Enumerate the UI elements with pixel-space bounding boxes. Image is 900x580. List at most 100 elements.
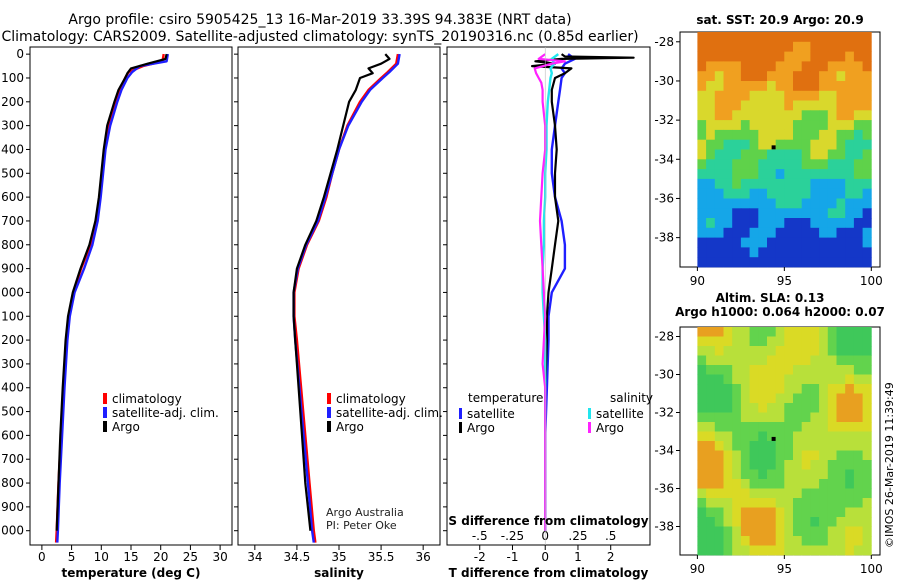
map-cell (758, 545, 768, 556)
map-cell (801, 526, 811, 537)
map-cell (740, 237, 750, 248)
map-cell (740, 403, 750, 413)
legend-label: satellite (467, 407, 515, 421)
map-cell (758, 517, 768, 527)
map-cell (767, 90, 777, 101)
map-cell (697, 139, 707, 150)
map-cell (775, 247, 785, 258)
map-cell (775, 365, 785, 375)
map-cell (793, 412, 803, 423)
map-cell (784, 365, 794, 375)
map-cell (801, 412, 811, 423)
map-cell (697, 178, 707, 190)
map-cell (732, 90, 742, 101)
map-cell (819, 208, 829, 219)
map-cell (714, 460, 724, 470)
map-cell (836, 431, 846, 442)
map-cell (853, 90, 863, 101)
map-cell (801, 336, 811, 347)
map-cell (697, 374, 707, 385)
map-cell (706, 507, 716, 518)
map-cell (801, 355, 811, 366)
map-cell (758, 469, 768, 480)
map-cell (732, 327, 742, 337)
map-cell (845, 536, 855, 546)
map-cell (784, 479, 794, 489)
map-cell (845, 198, 855, 209)
plot-frame-difference-profile (446, 46, 651, 546)
map-cell (845, 169, 855, 180)
map-cell (740, 110, 750, 121)
map-cell (836, 412, 846, 423)
map-cell (810, 327, 820, 337)
map-cell (827, 517, 837, 527)
map-cell (697, 403, 707, 413)
map-cell (775, 32, 785, 43)
map-cell (793, 198, 803, 209)
map-cell (714, 469, 724, 480)
legend-label: climatology (336, 392, 406, 406)
map-cell (758, 110, 768, 121)
map-cell (697, 441, 707, 451)
map-cell (827, 237, 837, 248)
map-cell (758, 346, 768, 356)
map-cell (749, 71, 759, 82)
map-cell (775, 178, 785, 190)
map-cell (697, 469, 707, 480)
map-cell (732, 149, 742, 160)
series-line-argo (55, 53, 168, 531)
map-cell (845, 188, 855, 199)
map-cell (810, 90, 820, 101)
map-cell (819, 81, 829, 92)
map-cell (775, 526, 785, 537)
map-cell (793, 32, 803, 43)
map-cell (862, 450, 872, 461)
map-cell (697, 507, 707, 518)
map-cell (801, 365, 811, 375)
map-cell (819, 460, 829, 470)
map-cell (723, 422, 733, 432)
y-tick-label: 1200 (0, 333, 24, 347)
map-cell (845, 393, 855, 404)
map-cell (697, 355, 707, 366)
map-cell (714, 159, 724, 170)
map-cell (749, 536, 759, 546)
map-cell (758, 198, 768, 209)
map-cell (740, 431, 750, 442)
map-cell (723, 41, 733, 52)
map-cell (836, 237, 846, 248)
map-cell (836, 178, 846, 190)
y-tick-label: 200 (1, 95, 24, 109)
map-cell (714, 536, 724, 546)
y-tick-label: 1500 (0, 405, 24, 419)
map-cell (784, 488, 794, 499)
map-cell (801, 479, 811, 489)
map-cell (706, 32, 716, 43)
map-cell (758, 149, 768, 160)
map-cell (775, 488, 785, 499)
x-tick-label-top: .5 (605, 529, 616, 543)
sla-map-title-line2: Argo h1000: 0.064 h2000: 0.07 (675, 305, 885, 319)
map-cell (758, 71, 768, 82)
map-cell (714, 336, 724, 347)
map-cell (836, 526, 846, 537)
map-cell (827, 90, 837, 101)
x-tick-label-top: -.25 (501, 529, 524, 543)
map-cell (758, 159, 768, 170)
map-cell (862, 41, 872, 52)
map-cell (749, 393, 759, 404)
map-cell (862, 218, 872, 229)
map-cell (767, 188, 777, 199)
map-cell (758, 355, 768, 366)
map-y-tick-label: -32 (654, 406, 674, 420)
map-cell (775, 100, 785, 111)
map-cell (758, 536, 768, 546)
map-cell (784, 355, 794, 366)
map-cell (862, 120, 872, 131)
map-cell (862, 149, 872, 160)
map-cell (810, 41, 820, 52)
map-cell (810, 120, 820, 131)
map-cell (853, 129, 863, 141)
map-cell (697, 450, 707, 461)
map-cell (819, 139, 829, 150)
